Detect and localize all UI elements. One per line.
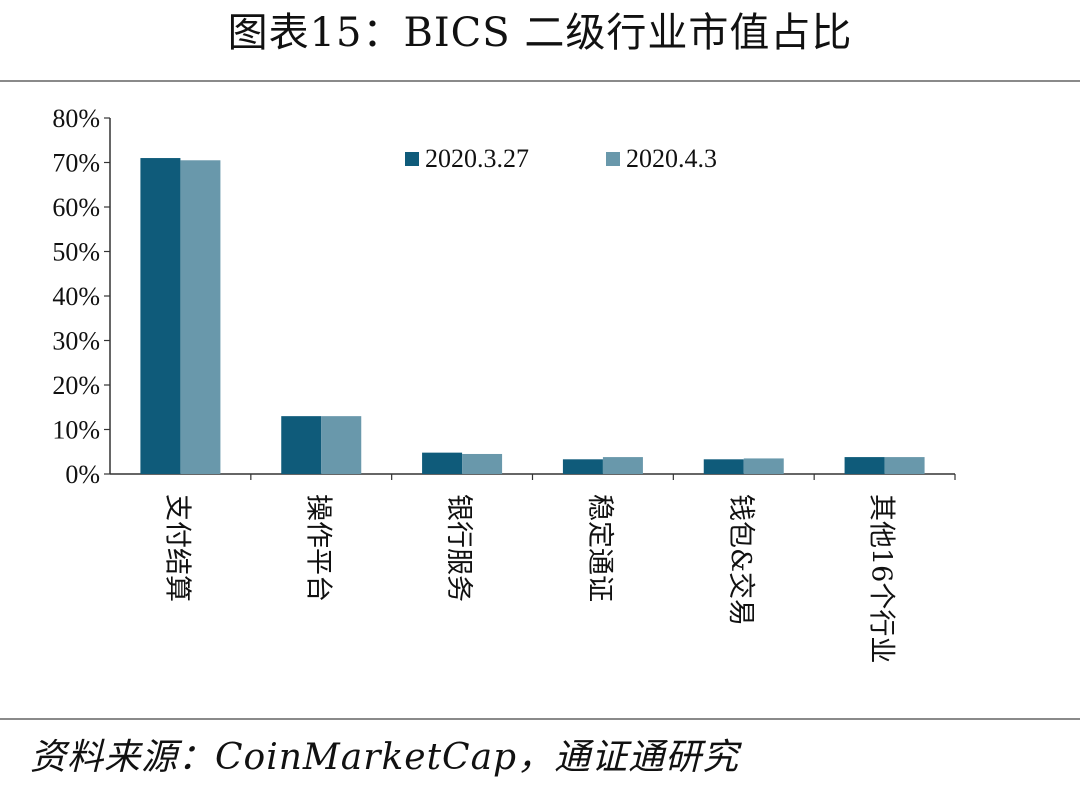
bar-chart: 0% 10% 20% 30% 40% 50% 60% 70% 80% 支付结算 操作平台 银行服务 稳… xyxy=(52,104,956,663)
y-tick-label: 0% xyxy=(65,460,100,489)
bar xyxy=(602,457,643,474)
bar xyxy=(743,458,784,474)
x-category-label: 稳定通证 xyxy=(584,494,615,602)
bottom-divider xyxy=(0,718,1080,720)
bar xyxy=(884,457,925,474)
y-tick-label: 60% xyxy=(52,193,100,222)
y-tick-label: 30% xyxy=(52,327,100,356)
chart-title: 图表15：BICS 二级行业市值占比 xyxy=(227,10,853,56)
legend: 2020.3.27 2020.4.3 xyxy=(405,144,717,173)
bar xyxy=(462,453,503,474)
y-tick-label: 20% xyxy=(52,371,100,400)
legend-swatch xyxy=(405,152,419,166)
bars-group xyxy=(140,158,925,475)
source-note: 资料来源：CoinMarketCap，通证通研究 xyxy=(30,737,740,778)
x-category-label: 支付结算 xyxy=(161,494,192,602)
legend-swatch xyxy=(606,152,620,166)
y-tick-label: 80% xyxy=(52,104,100,133)
bar xyxy=(180,160,221,474)
bar xyxy=(281,416,322,474)
bar xyxy=(140,158,181,475)
legend-label: 2020.3.27 xyxy=(425,144,529,173)
y-tick-label: 10% xyxy=(52,416,100,445)
bar xyxy=(703,459,744,474)
bar xyxy=(321,416,362,474)
x-category-label: 钱包&交易 xyxy=(725,494,756,626)
x-category-label: 操作平台 xyxy=(302,494,333,602)
bar xyxy=(562,459,603,474)
y-axis: 0% 10% 20% 30% 40% 50% 60% 70% 80% xyxy=(52,104,956,489)
y-tick-label: 40% xyxy=(52,282,100,311)
y-tick-label: 50% xyxy=(52,238,100,267)
top-divider xyxy=(0,80,1080,82)
legend-label: 2020.4.3 xyxy=(626,144,717,173)
bar xyxy=(422,452,463,474)
x-axis-labels: 支付结算 操作平台 银行服务 稳定通证 钱包&交易 其他16个行业 xyxy=(161,494,896,663)
y-tick-label: 70% xyxy=(52,149,100,178)
bar xyxy=(844,457,885,474)
x-category-label: 其他16个行业 xyxy=(866,494,897,663)
x-category-label: 银行服务 xyxy=(443,494,474,602)
